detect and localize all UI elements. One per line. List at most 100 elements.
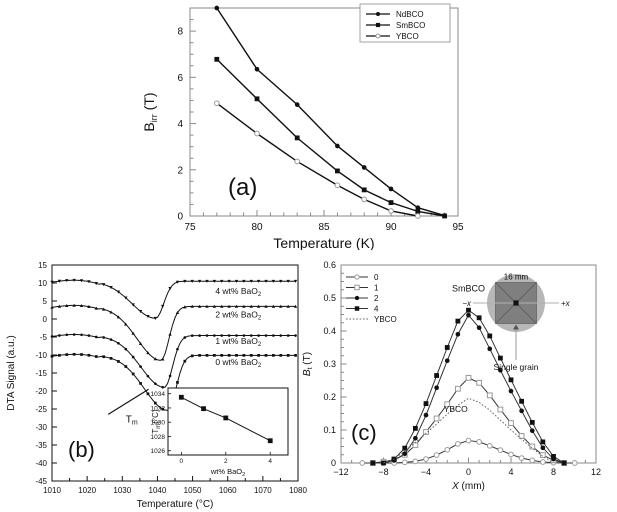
series-point-2 wt% BaO2 [101, 307, 106, 311]
inset-x-tick-label: 2 [224, 458, 228, 465]
x-axis-title: Temperature (°C) [137, 499, 214, 510]
series-point-1 wt% BaO2 [294, 334, 297, 337]
series-point-4 [434, 373, 440, 378]
inset-caption: Single grain [494, 362, 539, 372]
series-point-1 [465, 374, 472, 381]
series-point-1 wt% BaO2 [139, 365, 142, 368]
x-tick-label: −4 [421, 467, 431, 477]
series-point-2 wt% BaO2 [72, 303, 76, 307]
series-point-2 wt% BaO2 [94, 306, 98, 310]
series-point-SmBCO [361, 187, 367, 193]
tm-arrow [107, 388, 149, 415]
series-point-0 [359, 460, 366, 466]
series-point-1 wt% BaO2 [109, 338, 113, 341]
series-point-YBCO [213, 100, 220, 107]
series-point-0 wt% BaO2 [72, 352, 76, 356]
series-point-YBCO [414, 213, 421, 219]
series-point-0 [476, 439, 482, 445]
series-point-2 [444, 358, 450, 364]
series-point-4 wt% BaO2 [293, 279, 298, 283]
series-point-4 [412, 425, 418, 431]
x-tick-label: 12 [591, 467, 601, 477]
series-point-0 wt% BaO2 [272, 354, 275, 357]
series-point-0 wt% BaO2 [80, 353, 83, 356]
series-point-4 wt% BaO2 [138, 310, 143, 314]
series-point-4 [476, 315, 482, 321]
inset-callout-arrow [513, 324, 519, 330]
series-point-4 [519, 398, 525, 404]
series-point-0 [497, 447, 504, 453]
inset-neg-x-label: −x [462, 299, 472, 308]
series-point-1 [497, 406, 504, 413]
series-point-4 wt% BaO2 [131, 303, 135, 307]
series-point-1 wt% BaO2 [87, 334, 91, 337]
legend-label-1: 1 [374, 284, 379, 293]
curve-label: 1 wt% BaO2 [215, 336, 262, 348]
y-tick-label: 0.5 [323, 293, 336, 303]
y-tick-label: -15 [35, 369, 47, 378]
series-point-1 wt% BaO2 [117, 341, 120, 345]
series-point-2 [423, 412, 429, 418]
series-point-4 wt% BaO2 [264, 279, 268, 283]
series-point-2 [529, 428, 535, 433]
series-point-0 wt% BaO2 [124, 365, 128, 368]
series-point-0 [465, 437, 472, 444]
panel-a: 0 2 4 6 8 75 80 85 90 95 Temperature (K) Birr (T) Nd… [128, 0, 468, 250]
series-line-4 wt% BaO2 [51, 279, 296, 319]
series-point-2 wt% BaO2 [242, 304, 246, 308]
series-point-2 wt% BaO2 [146, 351, 150, 355]
series-point-2 wt% BaO2 [212, 304, 217, 308]
series-point-1 wt% BaO2 [168, 374, 172, 378]
inset-series-point [178, 394, 184, 400]
series-point-2 wt% BaO2 [183, 305, 187, 309]
y-tick-label: 4 [177, 119, 183, 130]
series-point-NdBCO [214, 5, 220, 11]
series-point-0 wt% BaO2 [227, 354, 231, 357]
series-point-2 wt% BaO2 [161, 357, 165, 361]
x-tick-label: 1060 [219, 486, 237, 495]
series-point-0 [518, 455, 525, 461]
y-tick-label: 0.6 [323, 260, 336, 270]
series-point-2 wt% BaO2 [286, 304, 290, 308]
series-point-0 wt% BaO2 [65, 353, 69, 356]
series-point-0 wt% BaO2 [257, 354, 260, 357]
x-tick-label: 8 [551, 467, 556, 477]
series-point-2 wt% BaO2 [175, 310, 180, 315]
y-tick-label: 0.2 [323, 392, 336, 402]
series-point-NdBCO [415, 205, 421, 211]
y-tick-label: -10 [35, 351, 47, 360]
panel-b: 15 10 5 0 -5 -10 -15 -20 -25 -30 -35 -40 -45 1010 1020… [0, 255, 310, 512]
series-point-1 wt% BaO2 [286, 334, 290, 337]
series-point-2 wt% BaO2 [124, 322, 128, 326]
series-point-2 [519, 408, 524, 414]
series-point-1 wt% BaO2 [190, 334, 194, 338]
y-tick-label: 0 [331, 458, 336, 468]
panel-letter-b: (b) [68, 437, 95, 462]
series-point-4 wt% BaO2 [79, 279, 84, 283]
inset-y-axis-title-text: Tm(°C) [151, 409, 162, 434]
legend-label-SmBCO: SmBCO [396, 21, 425, 30]
series-point-2 wt% BaO2 [234, 304, 239, 308]
y-axis-title-text: Birr (T) [141, 92, 159, 131]
y-tick-label: 15 [38, 261, 47, 270]
series-point-4 wt% BaO2 [271, 279, 276, 283]
series-point-0 [401, 459, 408, 466]
y-axis-title: Bt (T) [302, 352, 314, 376]
series-point-4 [370, 460, 376, 466]
legend-marker-SmBCO [375, 22, 381, 28]
x-axis-title: Temperature (K) [273, 235, 374, 250]
series-point-YBCO [388, 208, 394, 214]
x-tick-label: 1010 [43, 486, 61, 495]
series-point-4 wt% BaO2 [183, 279, 187, 283]
series-point-1 wt% BaO2 [198, 334, 201, 337]
series-point-2 wt% BaO2 [293, 304, 298, 308]
series-point-4 wt% BaO2 [57, 279, 62, 283]
y-tick-label: 2 [177, 165, 183, 176]
series-point-4 wt% BaO2 [161, 304, 165, 308]
inset-x-axis-title: wt% BaO2 [210, 467, 245, 478]
series-point-4 wt% BaO2 [87, 280, 91, 284]
series-point-1 [539, 452, 546, 458]
series-line-2 [383, 314, 565, 464]
y-tick-label: -45 [35, 477, 47, 486]
y-tick-label: 0 [177, 212, 183, 223]
